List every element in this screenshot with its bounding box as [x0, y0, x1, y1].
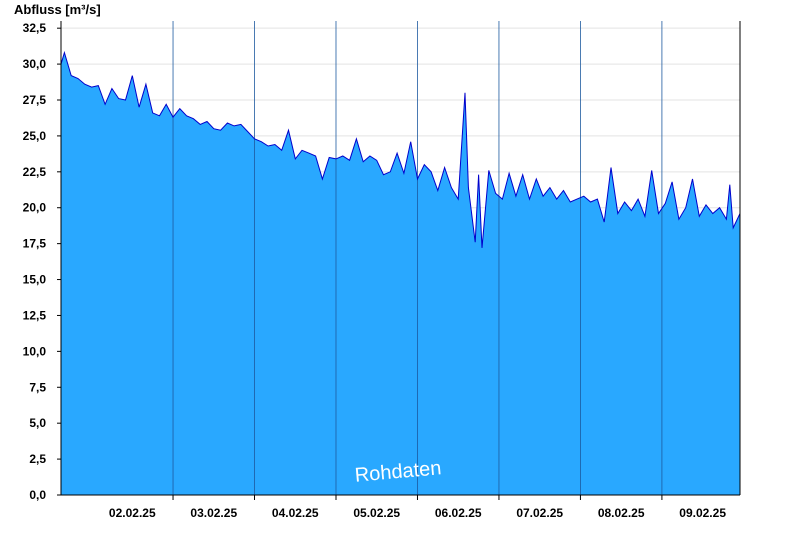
- x-tick-label: 03.02.25: [190, 506, 237, 520]
- y-tick-label: 10,0: [23, 344, 47, 358]
- x-ticks: 02.02.25 03.02.25 04.02.25 05.02.25 06.02.25…: [109, 495, 726, 520]
- y-tick-label: 2,5: [29, 452, 46, 466]
- y-tick-label: 7,5: [29, 380, 46, 394]
- y-tick-label: 12,5: [23, 308, 47, 322]
- y-tick-label: 15,0: [23, 273, 47, 287]
- y-tick-label: 27,5: [23, 93, 47, 107]
- x-tick-label: 08.02.25: [598, 506, 645, 520]
- x-tick-label: 07.02.25: [516, 506, 563, 520]
- flow-area: [61, 52, 740, 495]
- x-tick-label: 02.02.25: [109, 506, 156, 520]
- x-tick-label: 06.02.25: [435, 506, 482, 520]
- y-tick-label: 17,5: [23, 237, 47, 251]
- y-tick-label: 25,0: [23, 129, 47, 143]
- y-axis-label: Abfluss [m³/s]: [14, 2, 101, 17]
- y-ticks: 0,0 2,5 5,0 7,5 10,0 12,5 15,0 17,5 20,0 22,5 25,0…: [23, 21, 61, 502]
- day-lines: [172, 21, 663, 495]
- y-tick-label: 20,0: [23, 201, 47, 215]
- x-tick-label: 09.02.25: [679, 506, 726, 520]
- x-tick-label: 04.02.25: [272, 506, 319, 520]
- y-tick-label: 30,0: [23, 57, 47, 71]
- y-tick-label: 0,0: [29, 488, 46, 502]
- y-tick-label: 22,5: [23, 165, 47, 179]
- y-tick-label: 32,5: [23, 21, 47, 35]
- flow-line: [60, 50, 741, 248]
- y-tick-label: 5,0: [29, 416, 46, 430]
- x-tick-label: 05.02.25: [353, 506, 400, 520]
